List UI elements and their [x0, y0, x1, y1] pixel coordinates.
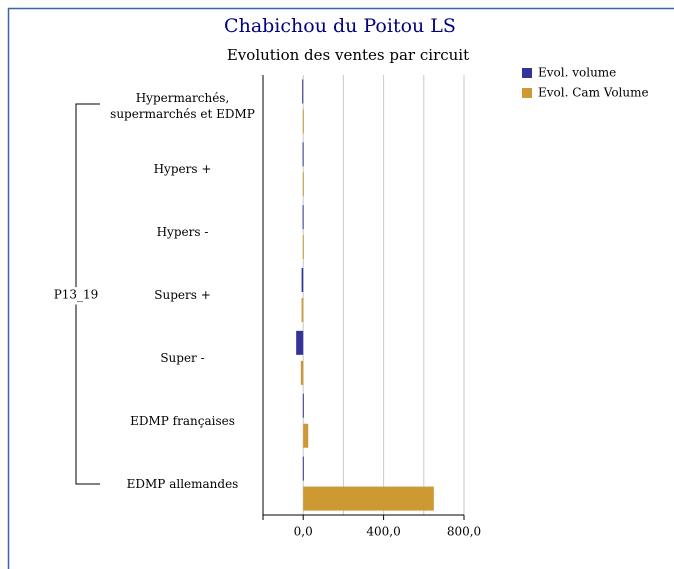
bar	[302, 205, 304, 230]
y-tick-label: Supers +	[154, 288, 211, 302]
bar	[302, 235, 304, 260]
legend-label: Evol. Cam Volume	[538, 86, 649, 100]
category-label-box: Supers +	[154, 288, 211, 302]
x-tick-label: 400,0	[366, 525, 400, 539]
bar	[302, 79, 304, 104]
bar	[303, 423, 309, 448]
frame	[7, 7, 674, 569]
category-label-box: Hypermarchés, supermarchés et EDMP	[110, 91, 255, 122]
bar	[302, 172, 304, 197]
y-tick-label: Super -	[160, 350, 205, 365]
y-tick-label: Hypers -	[156, 225, 209, 240]
y-tick-label: EDMP allemandes	[126, 476, 239, 491]
category-label-box: EDMP allemandes	[126, 476, 239, 491]
y-tick-label: Hypers +	[153, 162, 212, 177]
bar	[301, 268, 304, 292]
category-label-box: Hypers -	[156, 225, 209, 240]
category-label-box: EDMP françaises	[130, 413, 235, 428]
bar	[300, 360, 304, 385]
x-tick-label: 800,0	[447, 525, 481, 539]
y-tick-label: EDMP françaises	[130, 413, 235, 428]
legend-swatch	[522, 68, 532, 78]
group-bracket	[75, 103, 100, 485]
x-tick-label: 0,0	[294, 525, 313, 539]
bar	[302, 393, 304, 418]
bar	[302, 142, 304, 167]
bar	[296, 330, 304, 355]
bar	[302, 456, 304, 481]
category-label-box: Hypers +	[153, 162, 212, 177]
bar	[301, 298, 304, 322]
chart-title: Chabichou du Poitou LS	[224, 15, 456, 37]
group-label: P13_19	[54, 288, 99, 302]
bar	[302, 109, 304, 134]
chart-subtitle: Evolution des ventes par circuit	[227, 46, 469, 64]
legend-swatch	[522, 88, 532, 98]
category-label-box: Super -	[160, 350, 205, 365]
y-tick-label: Hypermarchés, supermarchés et EDMP	[110, 91, 255, 122]
legend-label: Evol. volume	[538, 66, 616, 80]
bar	[303, 486, 434, 511]
